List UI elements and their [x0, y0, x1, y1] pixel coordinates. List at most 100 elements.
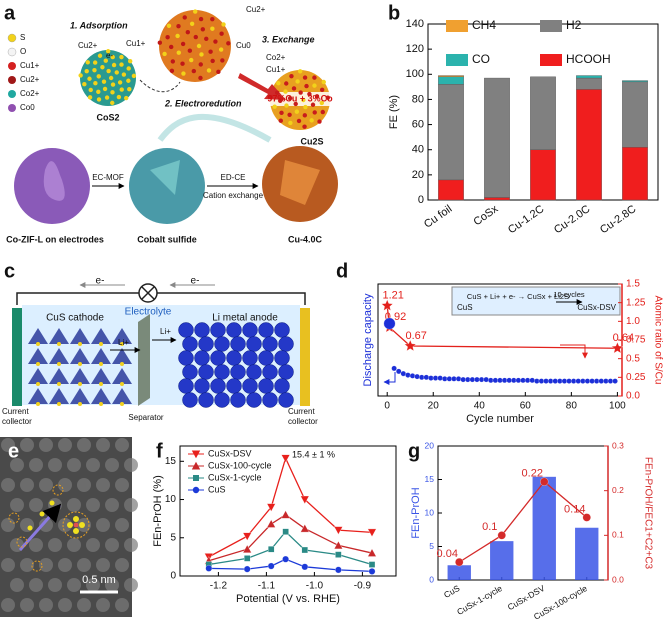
lattice-unit	[49, 368, 69, 384]
data-label: 1.21	[382, 290, 403, 302]
data-label: 0.67	[406, 330, 427, 342]
bar	[575, 527, 599, 580]
legend-label: CuSx-1-cycle	[208, 472, 262, 482]
x-tick-label: CoSx	[471, 203, 500, 229]
y-tick-label: 5	[170, 532, 176, 543]
atom-dot	[193, 9, 198, 14]
x-tick-label: -1.1	[258, 581, 276, 592]
atom-dot	[210, 16, 215, 22]
legend-label: S	[20, 33, 25, 42]
atom-dot	[93, 81, 98, 86]
legend-label: CH4	[472, 18, 496, 32]
marker	[552, 378, 558, 384]
atom-dot	[120, 362, 124, 366]
lattice-blob	[58, 518, 72, 532]
atom-dot	[180, 41, 186, 47]
lattice-blob	[67, 498, 81, 512]
marker	[191, 450, 201, 459]
x-tick-label: 0	[384, 401, 390, 412]
atom-dot	[111, 62, 117, 68]
atom-dot	[312, 110, 317, 115]
marker	[497, 531, 506, 540]
bar	[484, 197, 510, 201]
panel-label: g	[408, 440, 420, 462]
lattice-blob	[77, 598, 91, 612]
marker	[391, 365, 397, 372]
atom-dot	[99, 362, 103, 366]
marker	[368, 568, 376, 575]
legend-label: CuSx-100-cycle	[208, 460, 272, 470]
marker	[478, 376, 485, 383]
atom-dot	[276, 80, 281, 86]
atom-dot	[108, 75, 114, 81]
y2-tick-label: 0.0	[626, 391, 640, 402]
series-line	[208, 514, 373, 562]
marker	[584, 378, 591, 384]
marker	[268, 546, 275, 553]
lattice-blob	[10, 498, 24, 512]
atom-dot	[220, 58, 225, 63]
atom-dot	[309, 118, 314, 123]
marker	[557, 378, 563, 384]
atom-dot	[312, 83, 317, 88]
bar	[622, 146, 648, 201]
x-tick-label: -1.0	[306, 581, 324, 592]
lattice-unit	[70, 388, 90, 404]
legend-swatch	[540, 54, 562, 66]
lattice-blob	[29, 458, 43, 472]
marker	[593, 378, 600, 384]
atom-dot	[294, 109, 300, 114]
ion-label: Co2+	[266, 53, 286, 62]
scale-bar-label: 0.5 nm	[82, 574, 116, 586]
lattice-blob	[115, 558, 129, 572]
marker	[446, 376, 453, 382]
lattice-unit	[28, 328, 48, 344]
lattice-unit	[70, 368, 90, 384]
atom-dot	[121, 72, 127, 77]
atom-dot	[36, 362, 40, 366]
atom-dot	[165, 35, 170, 40]
atom-dot	[181, 71, 186, 76]
atom-dot	[302, 113, 308, 118]
particle-label: CoS2	[96, 112, 119, 122]
marker	[281, 454, 291, 463]
atom-dot	[57, 362, 61, 366]
bar	[622, 81, 648, 148]
atom-dot	[204, 36, 209, 42]
legend-label: O	[20, 47, 26, 56]
lattice-blob	[96, 558, 110, 572]
lattice-blob	[39, 478, 53, 492]
atom-dot	[110, 100, 115, 106]
atom-dot	[36, 382, 40, 386]
marker	[395, 368, 402, 375]
atom-dot	[119, 62, 124, 67]
ion-label: Cu0	[236, 41, 251, 50]
y2-tick-label: 1.25	[626, 297, 646, 308]
x-tick-label: Cu foil	[422, 203, 454, 231]
legend-label: H2	[566, 18, 582, 32]
legend-label: Co0	[20, 103, 35, 112]
y2-tick-label: 1.0	[626, 316, 640, 327]
atom-dot	[102, 86, 108, 92]
li-atom	[242, 350, 258, 366]
particle-label: Cu2S	[300, 136, 323, 146]
atom-dot	[57, 342, 61, 346]
li-atom	[246, 336, 262, 352]
atom-dot	[104, 95, 110, 100]
atom-dot	[97, 53, 103, 58]
collector-label: Current	[288, 407, 315, 416]
lattice-unit	[91, 348, 111, 364]
lattice-blob	[67, 458, 81, 472]
atom-dot	[321, 79, 326, 85]
marker	[612, 378, 618, 384]
marker	[547, 378, 554, 384]
li-atom	[182, 364, 198, 380]
y-axis-label: FEn-PrOH (%)	[152, 475, 164, 547]
lattice-blob	[1, 598, 15, 612]
marker	[483, 376, 489, 383]
lattice-blob	[20, 478, 34, 492]
li-atom	[214, 336, 230, 352]
y-tick-label: 0	[429, 574, 434, 584]
atom-dot	[304, 83, 309, 89]
li-atom	[258, 350, 274, 366]
